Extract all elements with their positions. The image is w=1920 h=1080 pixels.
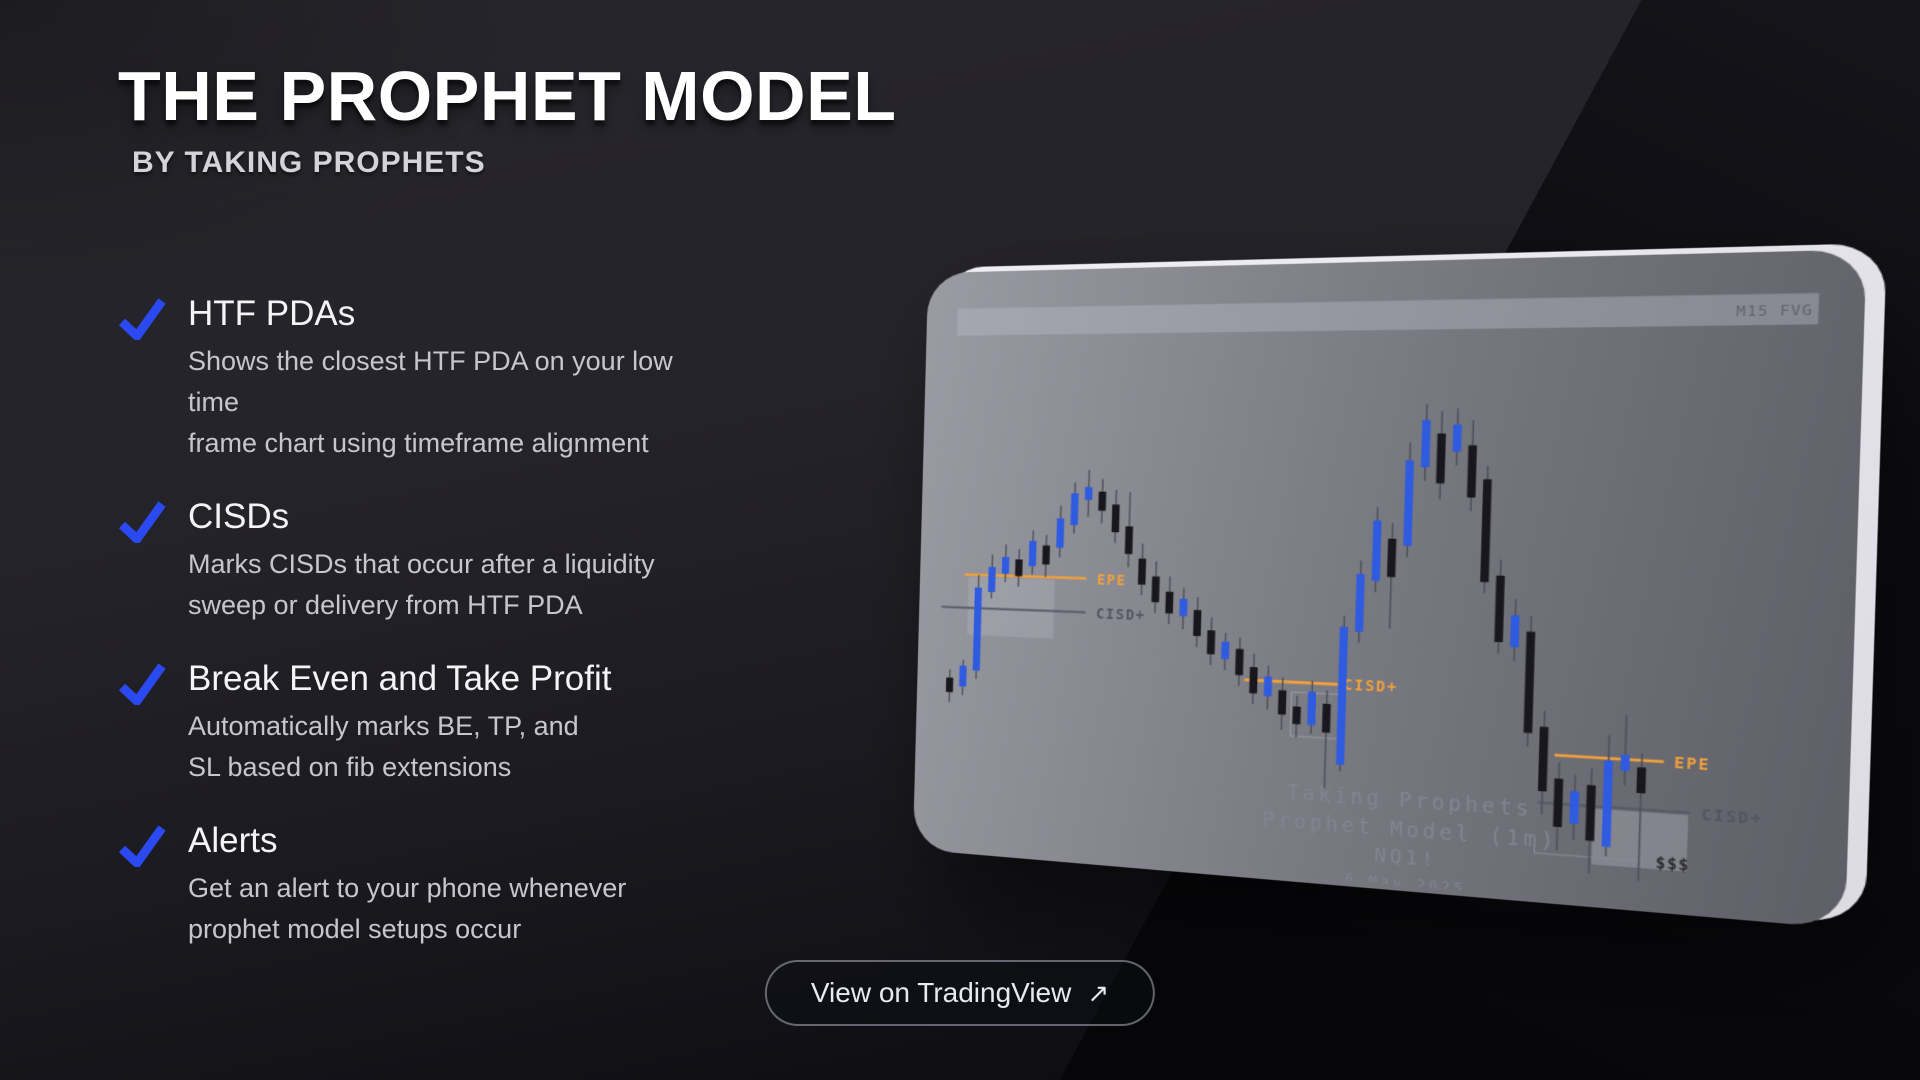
feature-description-line: frame chart using timeframe alignment bbox=[188, 423, 718, 464]
cta-label: View on TradingView bbox=[811, 977, 1071, 1009]
svg-text:NQ1!: NQ1! bbox=[1374, 845, 1437, 872]
feature-list: HTF PDAs Shows the closest HTF PDA on yo… bbox=[118, 294, 718, 983]
feature-item-htf-pdas: HTF PDAs Shows the closest HTF PDA on yo… bbox=[118, 294, 718, 464]
page-subtitle: BY TAKING PROPHETS bbox=[132, 146, 897, 180]
feature-description-line: Get an alert to your phone whenever bbox=[188, 868, 718, 909]
prophet-model-chart: M15 FVGEPECISD+CISD+EPECISD+Taking Proph… bbox=[927, 243, 1887, 925]
feature-item-cisds: CISDs Marks CISDs that occur after a liq… bbox=[118, 497, 718, 626]
svg-text:EPE: EPE bbox=[1674, 755, 1711, 775]
check-icon bbox=[118, 497, 188, 626]
chart-clip: M15 FVG EPE CISD+ CISD+ EPE CISD+ Taking Proph… bbox=[927, 243, 1887, 925]
view-on-tradingview-button[interactable]: View on TradingView ↗ bbox=[765, 960, 1155, 1026]
feature-description: Automatically marks BE, TP, and SL based… bbox=[188, 706, 718, 788]
check-icon bbox=[118, 821, 188, 950]
feature-item-break-even-take-profit: Break Even and Take Profit Automatically… bbox=[118, 659, 718, 788]
feature-description-line: prophet model setups occur bbox=[188, 909, 718, 950]
svg-text:$$$: $$$ bbox=[1655, 855, 1690, 875]
feature-description: Get an alert to your phone whenever prop… bbox=[188, 868, 718, 950]
feature-description: Marks CISDs that occur after a liquidity… bbox=[188, 544, 718, 626]
svg-text:EPE: EPE bbox=[1097, 573, 1127, 590]
feature-heading: Alerts bbox=[188, 821, 718, 861]
chart-preview-card: M15 FVG EPE CISD+ CISD+ EPE CISD+ Taking Proph… bbox=[927, 243, 1887, 925]
svg-text:CISD+: CISD+ bbox=[1096, 607, 1146, 625]
feature-description-line: sweep or delivery from HTF PDA bbox=[188, 585, 718, 626]
feature-heading: HTF PDAs bbox=[188, 294, 718, 334]
feature-description-line: SL based on fib extensions bbox=[188, 747, 718, 788]
feature-description: Shows the closest HTF PDA on your low ti… bbox=[188, 341, 718, 464]
feature-heading: Break Even and Take Profit bbox=[188, 659, 718, 699]
feature-item-alerts: Alerts Get an alert to your phone whenev… bbox=[118, 821, 718, 950]
svg-text:CISD+: CISD+ bbox=[1701, 807, 1763, 829]
external-link-arrow-icon: ↗ bbox=[1087, 978, 1109, 1009]
feature-description-line: Marks CISDs that occur after a liquidity bbox=[188, 544, 718, 585]
page-title: THE PROPHET MODEL bbox=[118, 56, 897, 136]
header: THE PROPHET MODEL BY TAKING PROPHETS bbox=[118, 56, 897, 180]
check-icon bbox=[118, 659, 188, 788]
feature-description-line: Shows the closest HTF PDA on your low ti… bbox=[188, 341, 718, 423]
svg-text:M15 FVG: M15 FVG bbox=[1736, 302, 1814, 320]
svg-text:CISD+: CISD+ bbox=[1343, 678, 1398, 697]
feature-description-line: Automatically marks BE, TP, and bbox=[188, 706, 718, 747]
feature-heading: CISDs bbox=[188, 497, 718, 537]
check-icon bbox=[118, 294, 188, 464]
